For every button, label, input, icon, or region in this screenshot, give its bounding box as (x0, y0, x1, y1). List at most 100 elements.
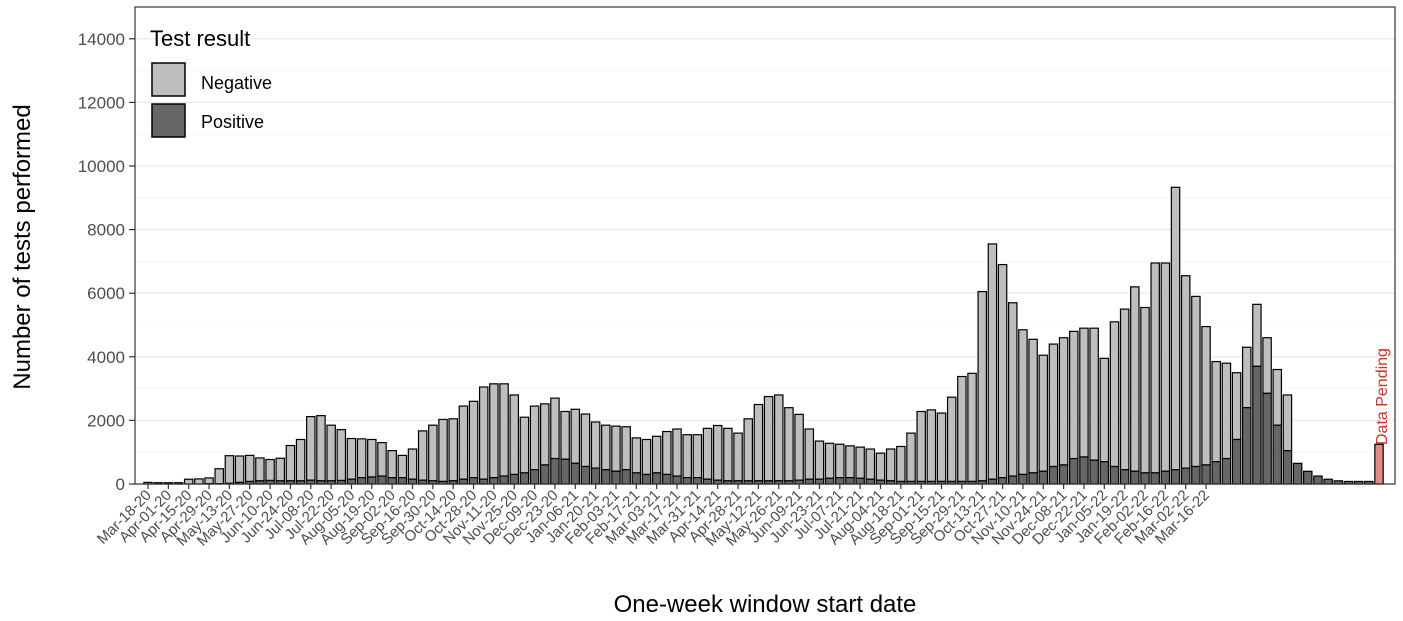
bar-negative (906, 432, 916, 483)
bar-negative (1109, 321, 1120, 468)
bar-negative (773, 394, 784, 482)
bar-negative (234, 455, 245, 484)
bar-negative (1119, 308, 1130, 471)
bar-negative (611, 425, 621, 472)
bar-negative (916, 410, 926, 483)
bar-positive (1140, 472, 1150, 485)
bar-positive (529, 469, 540, 485)
y-tick-label: 0 (116, 475, 125, 494)
legend-swatch-positive (151, 103, 186, 138)
bar-positive (458, 478, 469, 485)
bar-positive (1303, 470, 1313, 485)
bar-positive (651, 472, 662, 485)
bar-negative (438, 418, 448, 483)
bar-negative (1241, 346, 1252, 409)
bar-positive (560, 458, 570, 485)
y-axis-title: Number of tests performed (9, 104, 36, 389)
bar-positive (1048, 465, 1059, 485)
bar-positive (1109, 465, 1120, 485)
bar-positive (478, 478, 489, 485)
bar-negative (845, 445, 855, 479)
bar-negative (458, 405, 469, 480)
bar-positive (1058, 464, 1069, 485)
bar-positive (855, 477, 865, 485)
bar-negative (1058, 337, 1069, 466)
bar-negative (580, 413, 591, 468)
bar-positive (489, 477, 499, 485)
bar-negative (896, 445, 906, 483)
bar-negative (448, 418, 458, 482)
bar-negative (550, 397, 560, 460)
bar-negative (519, 416, 530, 474)
y-tick-label: 6000 (87, 284, 125, 303)
bar-positive (1150, 472, 1160, 485)
bar-negative (204, 477, 214, 485)
bar-positive (621, 469, 631, 485)
bar-positive (519, 472, 530, 485)
bar-positive (702, 478, 713, 485)
data-pending-annotation: Data Pending (1374, 348, 1391, 445)
bar-negative (183, 478, 194, 485)
bar-negative (1079, 327, 1089, 458)
bar-negative (336, 429, 347, 482)
bar-negative (814, 440, 825, 480)
bar-negative (194, 478, 204, 485)
bar-positive (1313, 475, 1323, 485)
bar-negative (326, 424, 336, 482)
legend-title: Test result (150, 26, 250, 51)
bar-negative (1130, 286, 1140, 472)
y-tick-label: 8000 (87, 221, 125, 240)
bar-negative (1282, 394, 1293, 452)
bar-negative (316, 415, 326, 482)
x-axis-title: One-week window start date (614, 591, 917, 618)
bar-negative (539, 403, 550, 466)
bar-positive (356, 477, 367, 485)
legend-label-negative: Negative (201, 73, 272, 93)
bar-negative (478, 386, 489, 480)
bar-negative (306, 415, 316, 481)
bar-positive (997, 477, 1008, 485)
bar-negative (428, 424, 438, 482)
bar-positive (590, 467, 601, 485)
bar-positive (539, 464, 550, 485)
bar-negative (1150, 262, 1160, 474)
bar-negative (1170, 186, 1181, 471)
bar-negative (275, 457, 286, 482)
bar-negative (926, 409, 937, 483)
bar-negative (875, 452, 886, 481)
bar-negative (244, 454, 255, 483)
bar-positive (1079, 456, 1089, 485)
bar-negative (763, 395, 774, 482)
bar-positive (1323, 478, 1333, 485)
bar-negative (509, 394, 520, 476)
bar-negative (641, 438, 652, 476)
bar-negative (346, 437, 357, 480)
bar-negative (1180, 275, 1191, 469)
bar-negative (824, 442, 835, 479)
bar-negative (1231, 372, 1242, 441)
bar-negative (1160, 262, 1171, 472)
bar-negative (214, 468, 224, 485)
bar-negative (255, 457, 265, 482)
bar-negative (1191, 295, 1201, 468)
bar-negative (224, 455, 235, 484)
bar-negative (753, 403, 764, 482)
bar-positive (1231, 438, 1242, 485)
bar-negative (865, 448, 876, 480)
bar-positive (407, 478, 418, 485)
bar-positive (1292, 462, 1303, 485)
bar-negative (987, 243, 998, 480)
x-axis: Mar-18-20Apr-01-20Apr-15-20Apr-29-20May-… (94, 484, 1213, 550)
bar-negative (651, 435, 662, 474)
bar-data-pending (1374, 443, 1384, 485)
bar-negative (499, 383, 509, 477)
bar-negative (1089, 327, 1099, 461)
bar-negative (417, 430, 428, 481)
bar-positive (601, 469, 611, 485)
bar-positive (1130, 470, 1140, 485)
legend-label-positive: Positive (201, 112, 264, 132)
bar-positive (1241, 407, 1252, 485)
bar-negative (468, 400, 479, 479)
bar-positive (845, 477, 855, 485)
bar-positive (1119, 469, 1130, 485)
